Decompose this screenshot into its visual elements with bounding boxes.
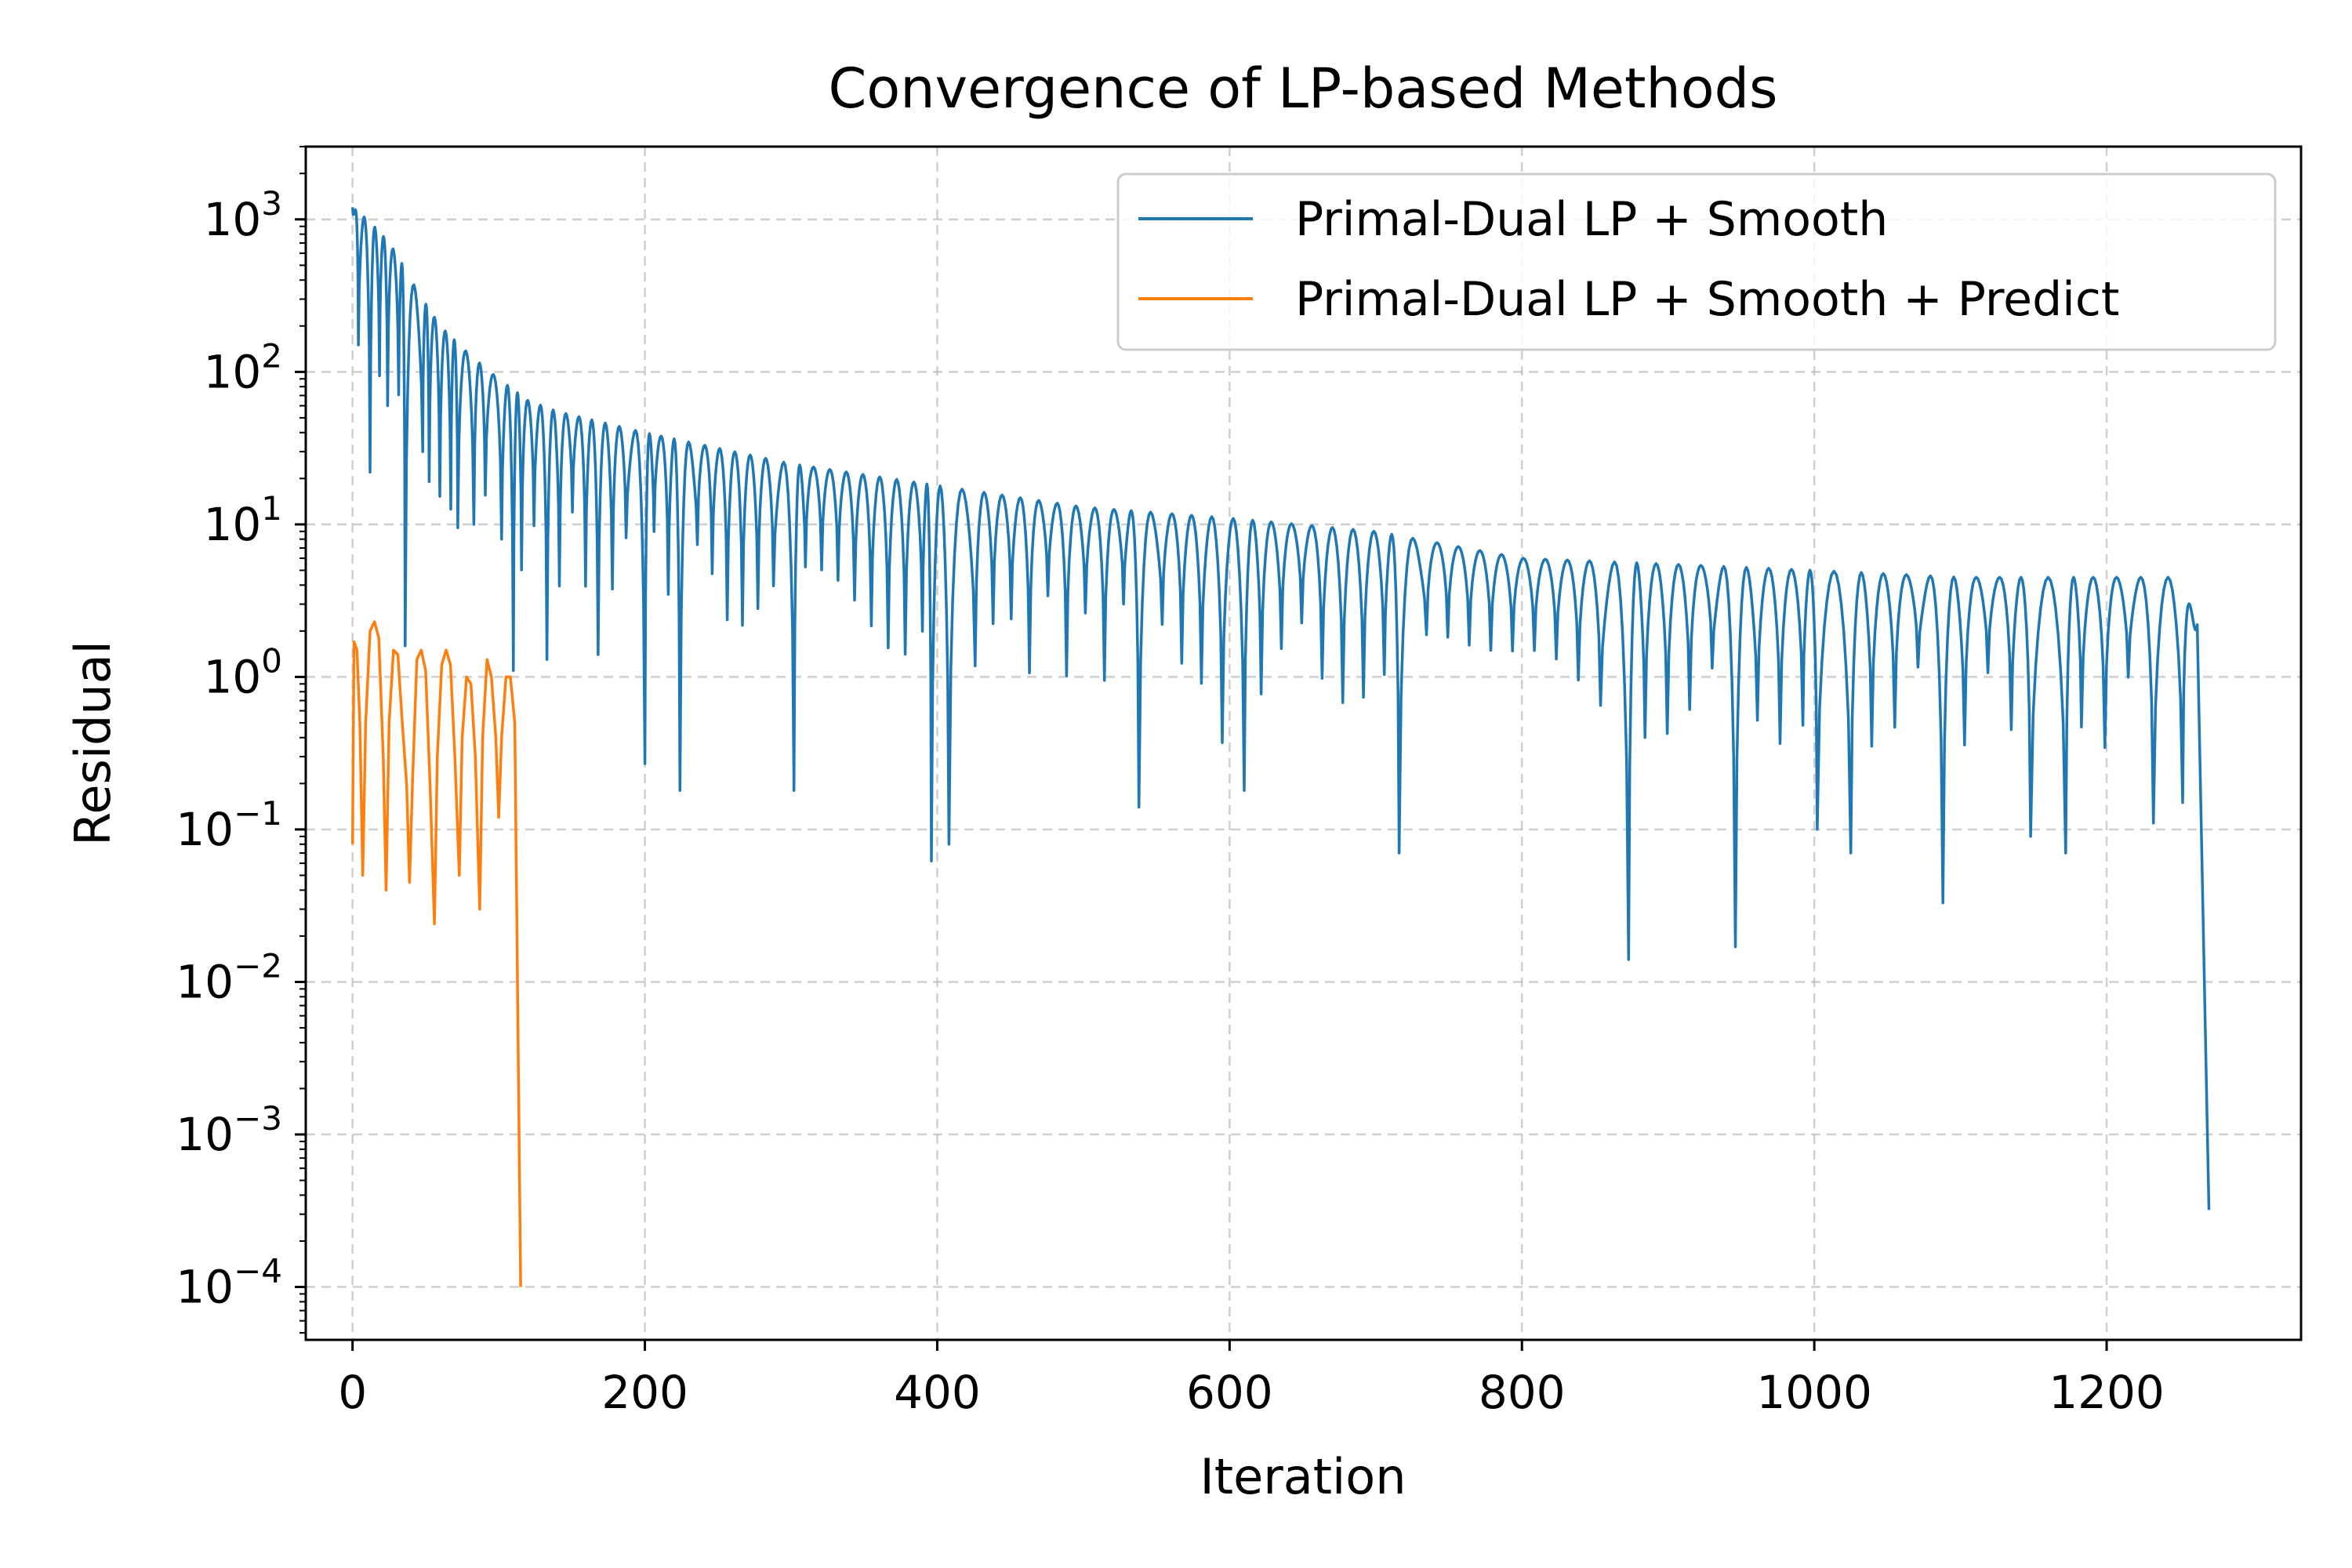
y-tick-label: 101 xyxy=(203,489,282,551)
series-primal-dual-smooth-line xyxy=(350,207,2211,1210)
x-tick-label: 1000 xyxy=(1756,1366,1872,1419)
x-tick-label: 1200 xyxy=(2049,1366,2165,1419)
legend-label-primal-dual-smooth-predict: Primal-Dual LP + Smooth + Predict xyxy=(1295,272,2119,327)
y-tick-label: 10−1 xyxy=(176,794,282,856)
x-tick-label: 600 xyxy=(1186,1366,1273,1419)
y-tick-label: 10−4 xyxy=(176,1252,282,1314)
legend-label-primal-dual-smooth: Primal-Dual LP + Smooth xyxy=(1295,192,1888,247)
plot-frame xyxy=(304,145,2303,1341)
x-tick-label: 400 xyxy=(894,1366,981,1419)
x-tick-label: 200 xyxy=(601,1366,688,1419)
series-layer xyxy=(350,207,2211,1287)
x-axis: 0 200 400 600 800 1000 1200 xyxy=(338,1340,2165,1419)
grid xyxy=(306,147,2301,1340)
x-axis-title: Iteration xyxy=(1200,1448,1406,1505)
legend: Primal-Dual LP + Smooth Primal-Dual LP +… xyxy=(1116,172,2277,351)
chart-title: Convergence of LP-based Methods xyxy=(829,56,1778,121)
series-primal-dual-smooth-predict-line xyxy=(350,620,522,1287)
y-axis-title: Residual xyxy=(64,641,122,846)
y-tick-label: 102 xyxy=(203,336,282,398)
x-tick-label: 800 xyxy=(1479,1366,1566,1419)
legend-box xyxy=(1116,172,2277,351)
x-tick-label: 0 xyxy=(338,1366,367,1419)
